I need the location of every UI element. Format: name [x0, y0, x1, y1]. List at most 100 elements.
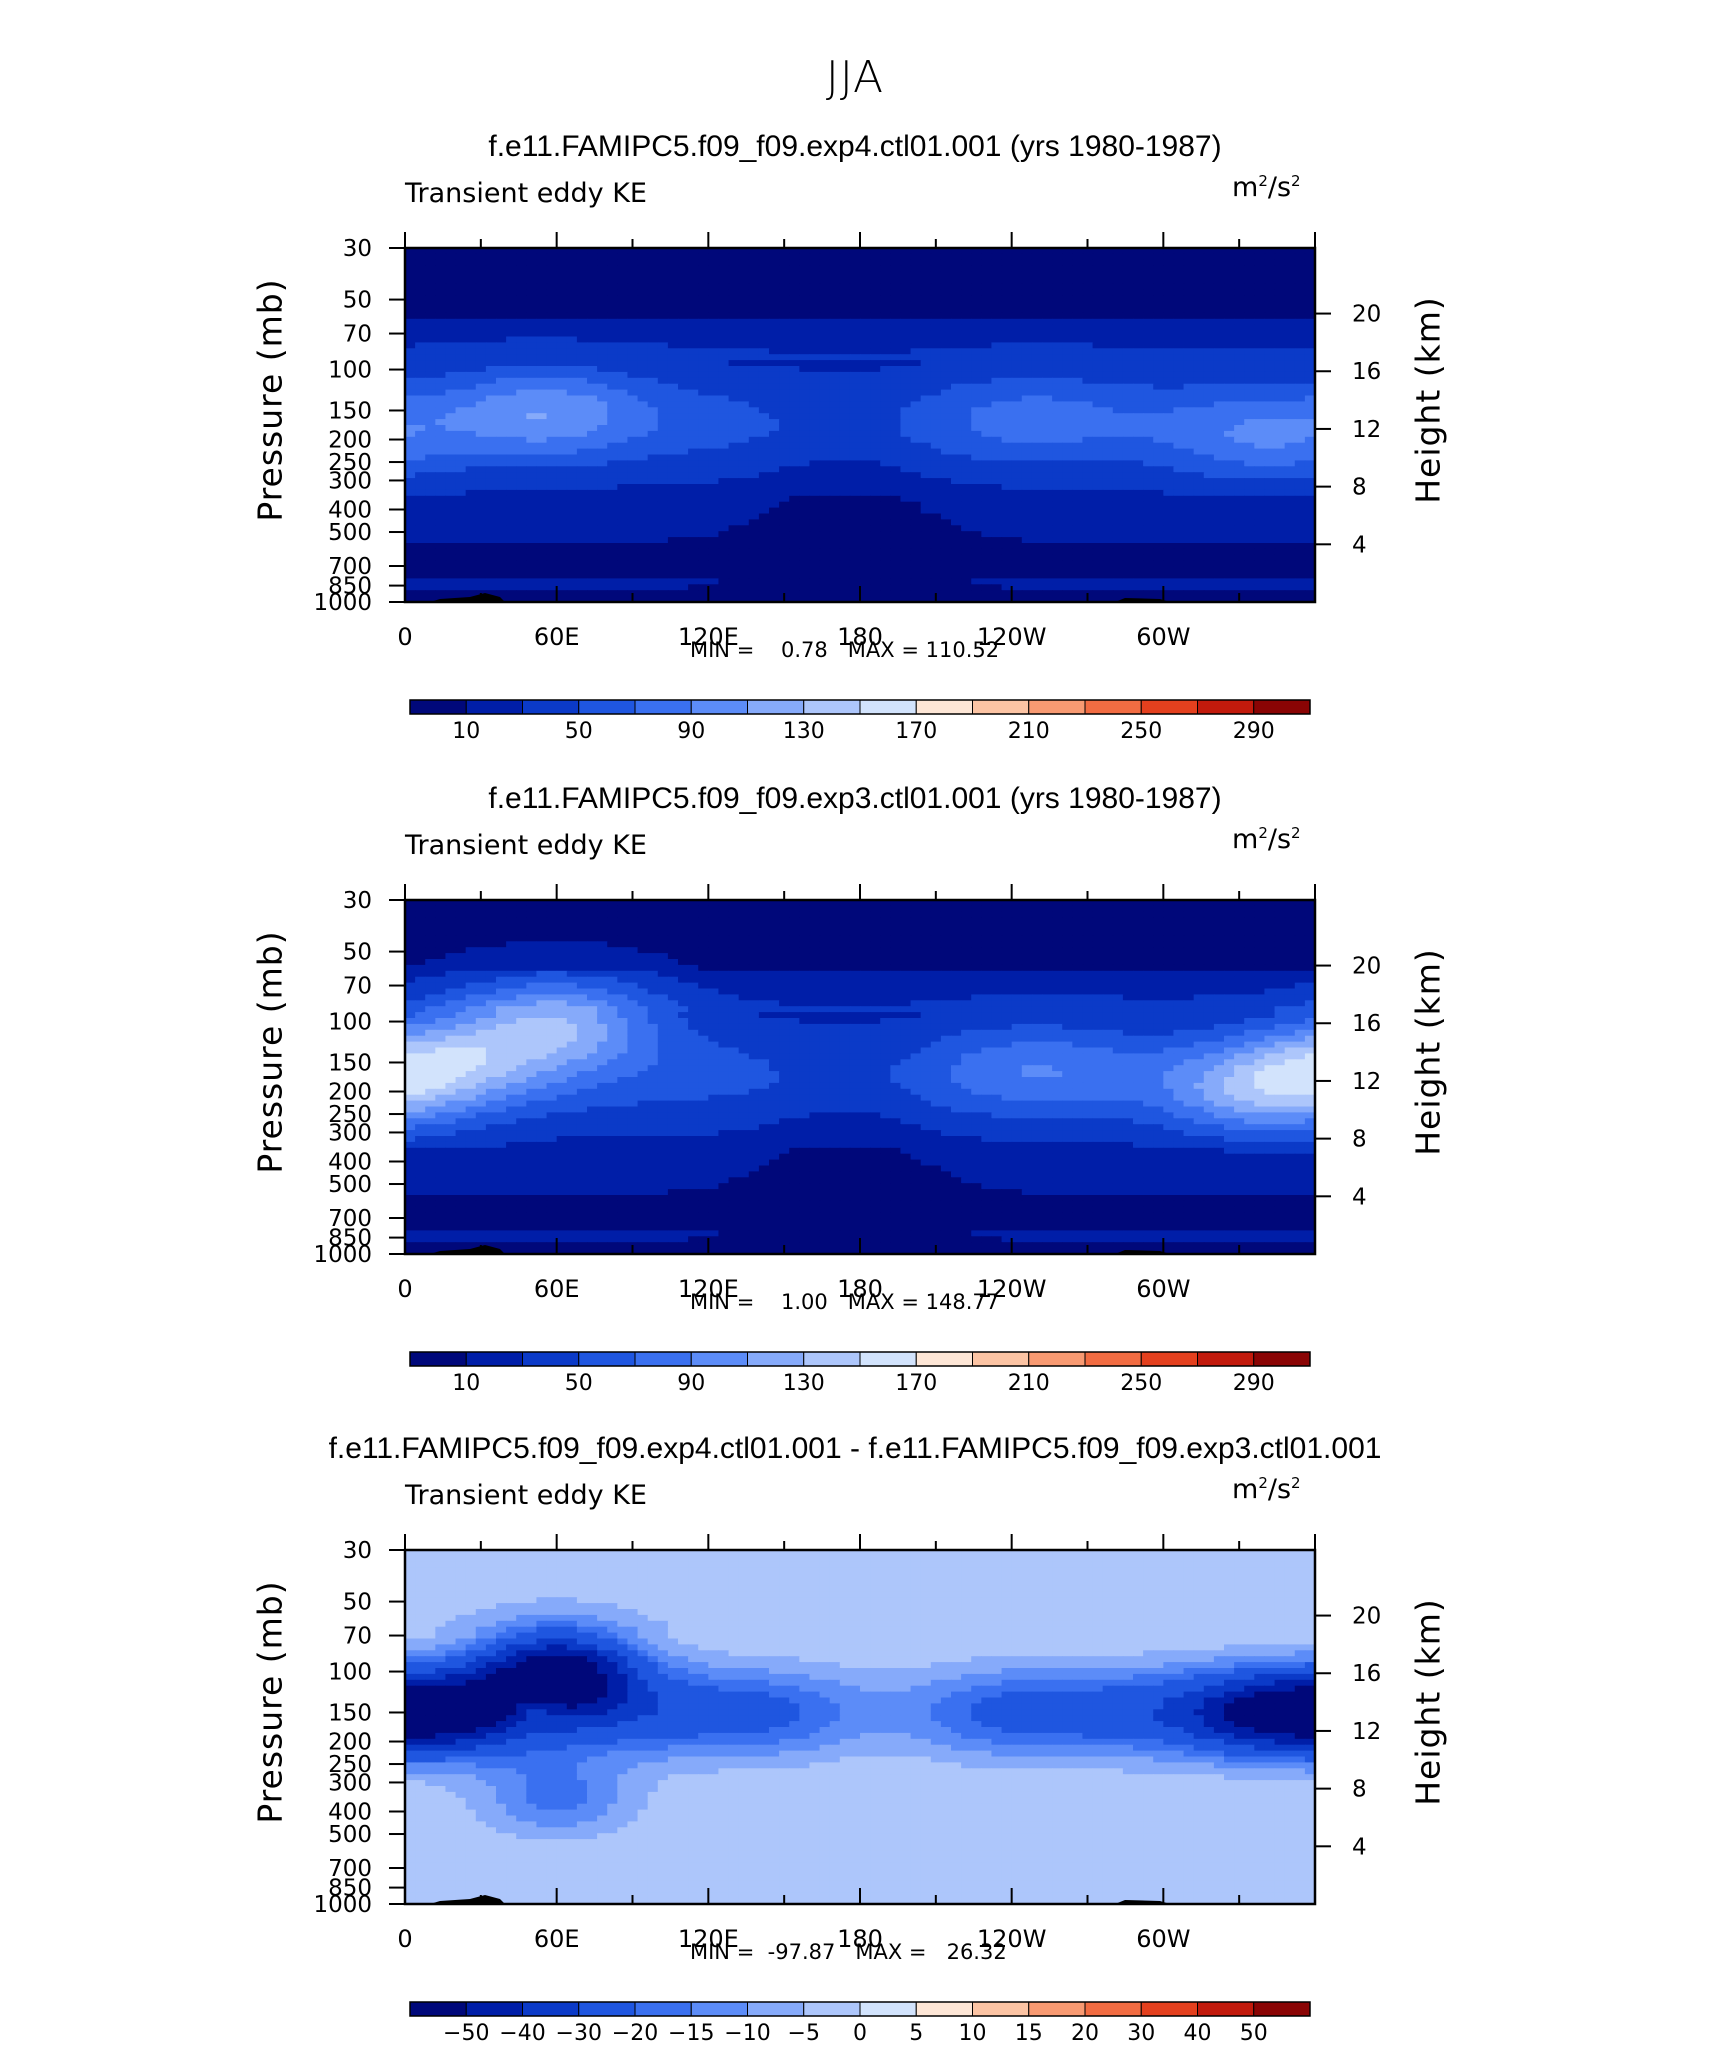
contour-cell	[1031, 543, 1043, 550]
contour-cell	[880, 495, 891, 503]
contour-cell	[1183, 371, 1195, 379]
contour-cell	[961, 330, 972, 338]
contour-cell	[475, 354, 487, 361]
contour-cell	[496, 572, 507, 579]
contour-cell	[1031, 501, 1043, 509]
contour-cell	[890, 330, 902, 338]
contour-cell	[1254, 277, 1266, 284]
contour-cell	[1143, 537, 1154, 544]
contour-cell	[1284, 472, 1296, 479]
contour-cell	[678, 531, 689, 538]
contour-cell	[587, 519, 598, 526]
contour-cell	[1092, 336, 1104, 343]
contour-cell	[1072, 519, 1084, 526]
contour-cell	[799, 566, 811, 574]
contour-cell	[900, 419, 912, 426]
contour-cell	[546, 277, 558, 284]
contour-cell	[425, 248, 436, 255]
contour-cell	[1254, 330, 1266, 338]
contour-cell	[678, 436, 689, 444]
contour-cell	[728, 454, 740, 461]
contour-cell	[920, 560, 932, 568]
contour-cell	[1133, 301, 1144, 308]
contour-cell	[536, 537, 548, 544]
contour-cell	[1153, 484, 1164, 491]
contour-cell	[900, 377, 912, 385]
contour-cell	[728, 259, 740, 267]
contour-cell	[1062, 537, 1073, 544]
contour-cell	[1122, 312, 1134, 320]
contour-cell	[789, 360, 800, 367]
contour-cell	[1234, 395, 1245, 402]
contour-cell	[769, 572, 780, 579]
contour-cell	[425, 513, 436, 520]
contour-cell	[1224, 501, 1235, 509]
contour-cell	[1021, 407, 1033, 414]
contour-cell	[627, 348, 639, 355]
contour-cell	[445, 513, 457, 520]
contour-cell	[1304, 436, 1316, 444]
contour-cell	[1072, 472, 1084, 479]
contour-cell	[961, 301, 972, 308]
contour-cell	[576, 318, 588, 326]
contour-cell	[587, 548, 598, 556]
contour-cell	[880, 489, 891, 497]
contour-cell	[819, 454, 831, 461]
contour-cell	[940, 560, 952, 568]
contour-cell	[1001, 318, 1013, 326]
contour-cell	[1082, 389, 1094, 397]
contour-cell	[1254, 442, 1266, 450]
contour-cell	[657, 354, 669, 361]
contour-cell	[860, 519, 871, 526]
contour-cell	[748, 289, 760, 296]
contour-cell	[819, 460, 831, 467]
contour-cell	[1102, 312, 1114, 320]
contour-cell	[405, 259, 416, 267]
contour-cell	[546, 484, 558, 491]
contour-cell	[758, 501, 770, 509]
contour-cell	[667, 572, 679, 579]
contour-cell	[981, 531, 993, 538]
contour-cell	[516, 484, 527, 491]
contour-cell	[920, 537, 932, 544]
contour-cell	[1244, 442, 1255, 450]
contour-cell	[910, 271, 922, 279]
contour-cell	[637, 283, 649, 290]
contour-cell	[435, 265, 447, 273]
contour-cell	[1294, 537, 1306, 544]
contour-cell	[789, 519, 800, 526]
contour-cell	[1254, 389, 1266, 397]
contour-cell	[1011, 566, 1023, 574]
contour-cell	[1244, 354, 1255, 361]
contour-cell	[667, 566, 679, 574]
contour-cell	[829, 566, 841, 574]
contour-cell	[1224, 395, 1235, 402]
contour-cell	[1133, 371, 1144, 379]
contour-cell	[688, 507, 699, 515]
contour-cell	[536, 248, 548, 255]
contour-cell	[688, 442, 699, 450]
contour-cell	[496, 531, 507, 538]
contour-cell	[829, 354, 841, 361]
contour-cell	[1102, 430, 1114, 438]
contour-cell	[1143, 360, 1154, 367]
contour-cell	[1284, 248, 1296, 255]
contour-cell	[526, 442, 538, 450]
contour-cell	[526, 472, 538, 479]
contour-cell	[597, 472, 608, 479]
contour-cell	[1304, 283, 1316, 290]
contour-cell	[1082, 348, 1094, 355]
contour-cell	[1224, 413, 1235, 420]
contour-cell	[860, 507, 871, 515]
contour-cell	[597, 377, 608, 385]
contour-cell	[708, 354, 720, 361]
contour-fill	[405, 248, 1316, 603]
contour-cell	[556, 366, 568, 373]
contour-cell	[718, 342, 730, 349]
contour-cell	[1031, 342, 1043, 349]
contour-cell	[415, 407, 426, 414]
contour-cell	[1072, 430, 1084, 438]
contour-cell	[779, 466, 790, 473]
contour-cell	[1133, 330, 1144, 338]
contour-cell	[1274, 277, 1286, 284]
